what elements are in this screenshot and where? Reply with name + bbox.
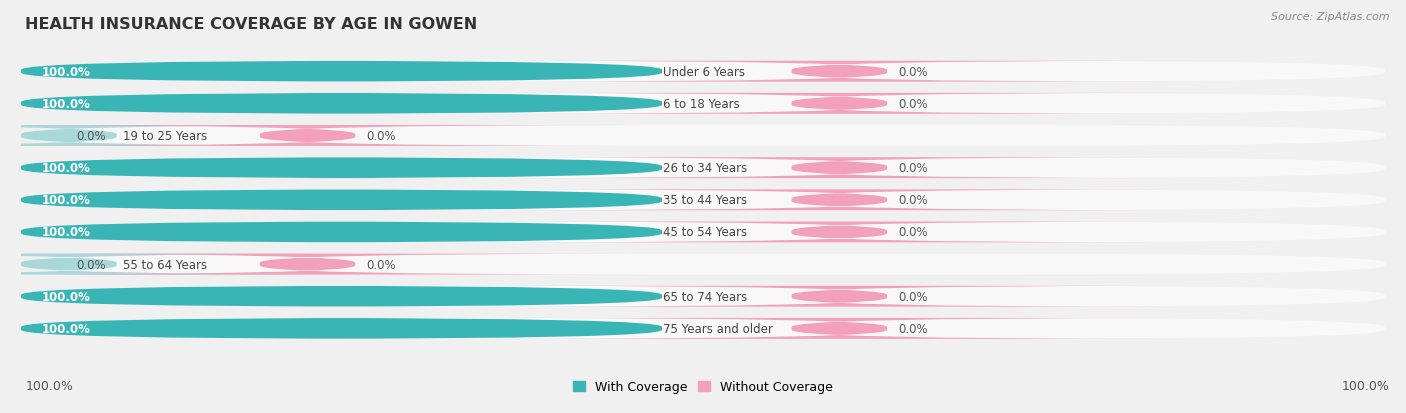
Text: 0.0%: 0.0% bbox=[366, 258, 395, 271]
Text: 65 to 74 Years: 65 to 74 Years bbox=[664, 290, 748, 303]
Text: 0.0%: 0.0% bbox=[898, 194, 928, 207]
FancyBboxPatch shape bbox=[21, 286, 662, 307]
Text: 55 to 64 Years: 55 to 64 Years bbox=[124, 258, 208, 271]
Legend: With Coverage, Without Coverage: With Coverage, Without Coverage bbox=[568, 375, 838, 399]
FancyBboxPatch shape bbox=[505, 62, 1174, 83]
Text: 100.0%: 100.0% bbox=[42, 290, 90, 303]
Text: 0.0%: 0.0% bbox=[76, 258, 105, 271]
Text: 100.0%: 100.0% bbox=[42, 162, 90, 175]
Text: 100.0%: 100.0% bbox=[25, 380, 73, 392]
FancyBboxPatch shape bbox=[21, 158, 662, 179]
FancyBboxPatch shape bbox=[21, 158, 1385, 179]
FancyBboxPatch shape bbox=[505, 222, 1174, 243]
FancyBboxPatch shape bbox=[0, 126, 404, 147]
FancyBboxPatch shape bbox=[0, 254, 404, 275]
FancyBboxPatch shape bbox=[21, 62, 662, 83]
Text: 0.0%: 0.0% bbox=[898, 66, 928, 78]
FancyBboxPatch shape bbox=[505, 158, 1174, 179]
FancyBboxPatch shape bbox=[505, 318, 1174, 339]
FancyBboxPatch shape bbox=[21, 286, 1385, 307]
FancyBboxPatch shape bbox=[21, 222, 662, 243]
Text: 100.0%: 100.0% bbox=[1341, 380, 1389, 392]
FancyBboxPatch shape bbox=[21, 94, 662, 114]
Text: 100.0%: 100.0% bbox=[42, 226, 90, 239]
FancyBboxPatch shape bbox=[21, 254, 1385, 275]
Text: HEALTH INSURANCE COVERAGE BY AGE IN GOWEN: HEALTH INSURANCE COVERAGE BY AGE IN GOWE… bbox=[25, 17, 478, 31]
Text: 100.0%: 100.0% bbox=[42, 322, 90, 335]
Text: 26 to 34 Years: 26 to 34 Years bbox=[664, 162, 748, 175]
FancyBboxPatch shape bbox=[505, 190, 1174, 211]
FancyBboxPatch shape bbox=[0, 254, 641, 275]
Text: 0.0%: 0.0% bbox=[898, 97, 928, 111]
Text: 100.0%: 100.0% bbox=[42, 66, 90, 78]
Text: 35 to 44 Years: 35 to 44 Years bbox=[664, 194, 748, 207]
Text: 100.0%: 100.0% bbox=[42, 97, 90, 111]
Text: 6 to 18 Years: 6 to 18 Years bbox=[664, 97, 740, 111]
Text: Source: ZipAtlas.com: Source: ZipAtlas.com bbox=[1271, 12, 1389, 22]
Text: 75 Years and older: 75 Years and older bbox=[664, 322, 773, 335]
Text: 45 to 54 Years: 45 to 54 Years bbox=[664, 226, 748, 239]
FancyBboxPatch shape bbox=[21, 222, 1385, 243]
FancyBboxPatch shape bbox=[21, 318, 1385, 339]
FancyBboxPatch shape bbox=[21, 190, 1385, 211]
FancyBboxPatch shape bbox=[21, 126, 1385, 147]
Text: 0.0%: 0.0% bbox=[898, 322, 928, 335]
FancyBboxPatch shape bbox=[21, 94, 1385, 114]
Text: 0.0%: 0.0% bbox=[898, 226, 928, 239]
FancyBboxPatch shape bbox=[0, 126, 641, 147]
FancyBboxPatch shape bbox=[505, 286, 1174, 307]
FancyBboxPatch shape bbox=[21, 318, 662, 339]
Text: 0.0%: 0.0% bbox=[898, 290, 928, 303]
FancyBboxPatch shape bbox=[21, 62, 1385, 83]
Text: 100.0%: 100.0% bbox=[42, 194, 90, 207]
Text: 0.0%: 0.0% bbox=[366, 130, 395, 142]
FancyBboxPatch shape bbox=[505, 94, 1174, 114]
Text: 0.0%: 0.0% bbox=[76, 130, 105, 142]
Text: 19 to 25 Years: 19 to 25 Years bbox=[124, 130, 208, 142]
FancyBboxPatch shape bbox=[21, 190, 662, 211]
Text: Under 6 Years: Under 6 Years bbox=[664, 66, 745, 78]
Text: 0.0%: 0.0% bbox=[898, 162, 928, 175]
